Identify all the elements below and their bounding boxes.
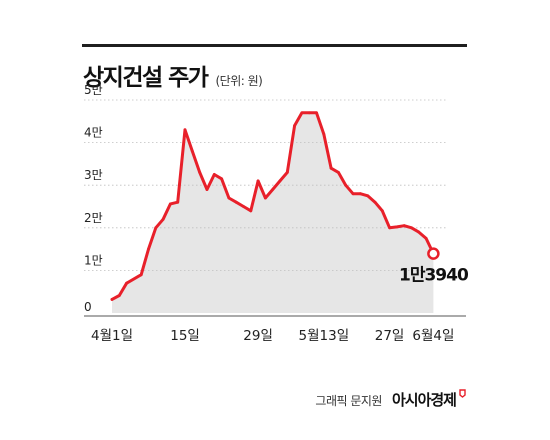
y-tick-label: 0 bbox=[84, 300, 92, 314]
data-point bbox=[366, 194, 370, 198]
data-point bbox=[358, 192, 362, 196]
footer: 그래픽 문지원 아시아경제 bbox=[315, 389, 466, 410]
data-point bbox=[380, 209, 384, 213]
data-point bbox=[344, 183, 348, 187]
unit-label: (단위: 원) bbox=[215, 74, 263, 88]
data-point bbox=[198, 171, 202, 174]
y-tick-label: 2만 bbox=[84, 211, 103, 225]
data-point bbox=[220, 177, 224, 181]
top-rule bbox=[82, 44, 467, 47]
data-point bbox=[190, 149, 194, 153]
data-point bbox=[154, 226, 158, 230]
data-point bbox=[147, 247, 150, 251]
data-point bbox=[125, 281, 128, 285]
data-point bbox=[249, 209, 253, 213]
data-point bbox=[424, 237, 428, 240]
data-point bbox=[242, 205, 245, 208]
x-tick-label: 27일 bbox=[375, 328, 405, 344]
x-tick-label: 29일 bbox=[243, 328, 273, 344]
y-tick-label: 4만 bbox=[84, 126, 103, 140]
data-point bbox=[293, 124, 296, 127]
data-point bbox=[176, 200, 180, 204]
data-points bbox=[110, 111, 435, 301]
data-point bbox=[373, 200, 377, 204]
data-point bbox=[227, 196, 231, 200]
y-tick-label: 3만 bbox=[84, 168, 103, 182]
data-point bbox=[205, 188, 209, 191]
data-point bbox=[183, 128, 187, 132]
data-point bbox=[278, 179, 282, 183]
data-point bbox=[285, 171, 289, 174]
brand-logo-icon bbox=[459, 389, 466, 398]
data-point bbox=[307, 111, 311, 115]
x-tick-label: 6월4일 bbox=[412, 328, 454, 344]
x-tick-label: 5월13일 bbox=[299, 328, 350, 344]
data-point bbox=[315, 111, 318, 115]
title-row: 상지건설 주가 (단위: 원) bbox=[83, 58, 263, 92]
brand-name: 아시아경제 bbox=[391, 391, 457, 409]
data-point bbox=[117, 294, 121, 297]
data-point bbox=[264, 196, 267, 200]
x-tick-label: 15일 bbox=[170, 328, 200, 344]
data-point bbox=[351, 192, 355, 196]
data-point bbox=[322, 132, 326, 136]
x-tick-label: 4월1일 bbox=[91, 328, 133, 344]
data-point bbox=[388, 226, 391, 230]
end-point-marker bbox=[427, 247, 440, 260]
data-point bbox=[300, 111, 304, 115]
data-point bbox=[110, 298, 114, 301]
data-point bbox=[271, 188, 275, 191]
data-point bbox=[329, 166, 333, 170]
data-point bbox=[417, 230, 421, 234]
graphic-credit: 그래픽 문지원 bbox=[315, 394, 382, 408]
data-point bbox=[337, 171, 340, 174]
chart-title: 상지건설 주가 bbox=[83, 65, 209, 91]
data-point bbox=[256, 179, 260, 183]
data-point bbox=[169, 202, 172, 206]
end-point-label: 1만3940 bbox=[399, 266, 469, 286]
data-point bbox=[410, 226, 413, 230]
data-point bbox=[161, 217, 165, 221]
y-tick-label: 1만 bbox=[84, 253, 103, 267]
series-area bbox=[112, 112, 434, 313]
data-point bbox=[395, 225, 399, 229]
y-tick-label: 5만 bbox=[84, 83, 103, 97]
data-point bbox=[234, 200, 238, 204]
data-point bbox=[139, 273, 143, 277]
data-point bbox=[402, 224, 406, 228]
data-point bbox=[212, 173, 216, 176]
